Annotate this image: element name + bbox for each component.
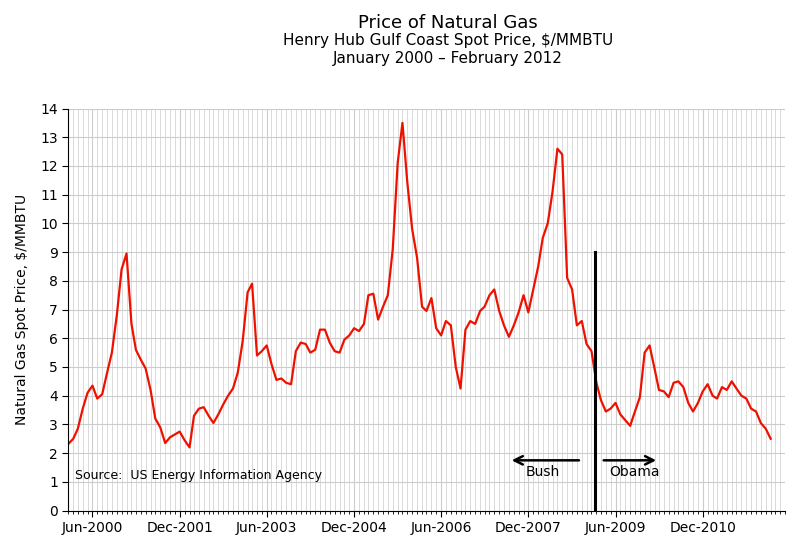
Text: January 2000 – February 2012: January 2000 – February 2012 (333, 51, 563, 65)
Y-axis label: Natural Gas Spot Price, $/MMBTU: Natural Gas Spot Price, $/MMBTU (15, 194, 29, 425)
Text: Henry Hub Gulf Coast Spot Price, $/MMBTU: Henry Hub Gulf Coast Spot Price, $/MMBTU (283, 33, 613, 48)
Text: Bush: Bush (526, 465, 560, 479)
Text: Source:  US Energy Information Agency: Source: US Energy Information Agency (75, 469, 322, 482)
Text: Obama: Obama (610, 465, 660, 479)
Text: Price of Natural Gas: Price of Natural Gas (358, 14, 538, 32)
